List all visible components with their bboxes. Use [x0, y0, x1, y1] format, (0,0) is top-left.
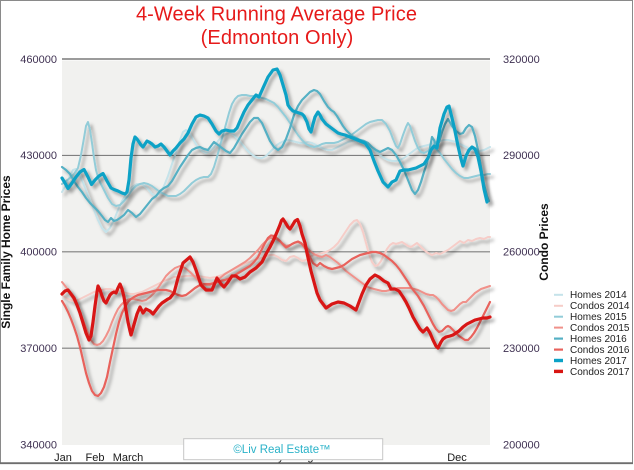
svg-text:Jan: Jan — [54, 452, 72, 464]
svg-text:(Edmonton Only): (Edmonton Only) — [201, 27, 354, 49]
svg-text:260000: 260000 — [503, 247, 540, 259]
svg-text:290000: 290000 — [503, 150, 540, 162]
svg-text:320000: 320000 — [503, 54, 540, 66]
svg-text:Feb: Feb — [86, 452, 105, 464]
svg-text:400000: 400000 — [20, 247, 57, 259]
svg-text:Condos 2017: Condos 2017 — [570, 367, 630, 378]
svg-text:200000: 200000 — [503, 439, 540, 451]
svg-text:460000: 460000 — [20, 54, 57, 66]
svg-text:Dec: Dec — [447, 452, 467, 464]
svg-text:Condos 2016: Condos 2016 — [570, 345, 630, 356]
svg-text:370000: 370000 — [20, 343, 57, 355]
svg-text:Homes 2016: Homes 2016 — [570, 334, 627, 345]
svg-text:Condo Prices: Condo Prices — [537, 203, 551, 281]
svg-text:230000: 230000 — [503, 343, 540, 355]
svg-text:Homes 2017: Homes 2017 — [570, 356, 627, 367]
svg-text:430000: 430000 — [20, 150, 57, 162]
svg-text:Homes 2015: Homes 2015 — [570, 312, 627, 323]
svg-text:Condos 2015: Condos 2015 — [570, 323, 630, 334]
svg-text:March: March — [113, 452, 144, 464]
svg-text:Single Family Home Prices: Single Family Home Prices — [0, 175, 13, 329]
svg-text:4-Week Running Average Price: 4-Week Running Average Price — [136, 3, 417, 25]
svg-text:Homes 2014: Homes 2014 — [570, 290, 627, 301]
svg-text:340000: 340000 — [20, 439, 57, 451]
svg-text:Condos 2014: Condos 2014 — [570, 301, 630, 312]
svg-text:©Liv Real Estate™: ©Liv Real Estate™ — [233, 444, 330, 456]
